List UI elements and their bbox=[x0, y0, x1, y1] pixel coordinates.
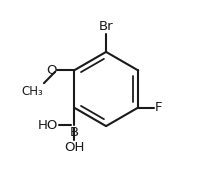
Text: O: O bbox=[46, 64, 56, 77]
Text: OH: OH bbox=[64, 141, 84, 154]
Text: CH₃: CH₃ bbox=[21, 85, 43, 98]
Text: Br: Br bbox=[99, 20, 113, 33]
Text: HO: HO bbox=[38, 119, 58, 132]
Text: F: F bbox=[155, 101, 163, 114]
Text: B: B bbox=[69, 126, 79, 139]
